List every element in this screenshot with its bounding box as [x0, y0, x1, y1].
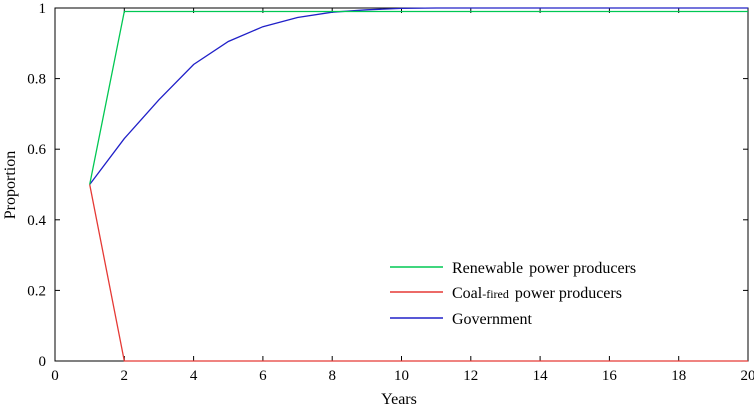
x-tick-label: 14: [533, 368, 549, 384]
y-tick-label: 0.4: [27, 213, 46, 229]
y-tick-label: 0.2: [27, 283, 46, 299]
legend-item-coal-fired-power-producers: Coal-fired power producers: [390, 285, 622, 302]
plot-border: [55, 8, 748, 361]
plot-frame: [55, 8, 748, 361]
x-tick-label: 0: [51, 368, 59, 384]
x-tick-label: 18: [671, 368, 686, 384]
legend-label: Coal-fired power producers: [452, 285, 622, 302]
x-axis: 0 2 4 6 8 10 12 14 16 18 20: [51, 8, 754, 384]
legend-label-part: power producers: [515, 285, 622, 302]
x-tick-label: 2: [121, 368, 129, 384]
x-tick-label: 12: [463, 368, 478, 384]
x-axis-title: Years: [381, 391, 417, 407]
legend-label: Government: [452, 311, 533, 328]
x-tick-label: 20: [741, 368, 754, 384]
y-tick-label: 1: [39, 1, 47, 17]
y-tick-label: 0: [39, 354, 47, 370]
legend-label: Renewable power producers: [452, 260, 636, 277]
x-tick-label: 4: [190, 368, 198, 384]
y-tick-label: 0.8: [27, 72, 46, 88]
legend-label-part: Government: [452, 311, 533, 328]
legend-label-part: -fired: [482, 287, 509, 301]
y-axis: 0 0.2 0.4 0.6 0.8 1: [27, 1, 748, 370]
y-axis-title: Proportion: [2, 151, 19, 219]
legend-label-part: Coal: [452, 285, 483, 302]
x-tick-label: 10: [394, 368, 409, 384]
series-line-coal-fired-power-producers: [90, 185, 748, 362]
legend-item-government: Government: [390, 311, 533, 328]
series-line-renewable-power-producers: [90, 12, 748, 185]
legend-label-part: power producers: [529, 260, 636, 277]
legend: Renewable power producers Coal-fired power …: [390, 260, 636, 328]
legend-label-part: Renewable: [452, 260, 523, 277]
y-tick-label: 0.6: [27, 142, 46, 158]
legend-item-renewable-power-producers: Renewable power producers: [390, 260, 636, 277]
x-tick-label: 16: [602, 368, 618, 384]
series-line-government: [90, 8, 748, 185]
series-layer: [90, 8, 748, 361]
x-tick-label: 6: [259, 368, 267, 384]
x-tick-label: 8: [328, 368, 336, 384]
